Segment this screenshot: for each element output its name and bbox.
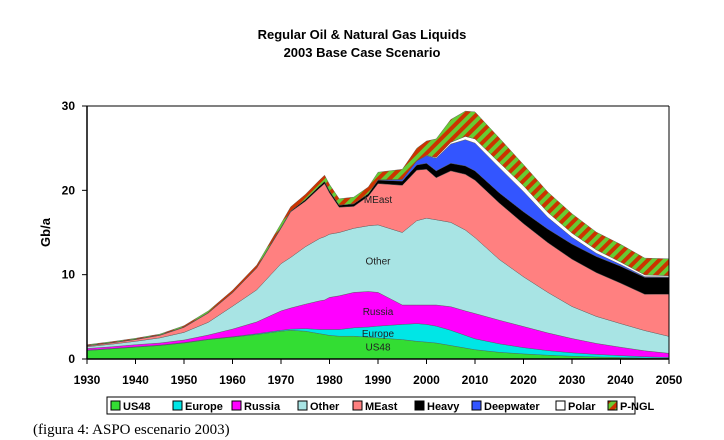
x-tick-label: 1940 — [122, 373, 149, 387]
legend-item-p-ngl: P-NGL — [607, 400, 655, 413]
x-tick-label: 1970 — [268, 373, 295, 387]
x-tick-label: 2030 — [559, 373, 586, 387]
legend-swatch — [555, 400, 566, 411]
x-tick-label: 2040 — [607, 373, 634, 387]
legend-item-other: Other — [297, 400, 340, 413]
legend-item-russia: Russia — [231, 400, 281, 413]
y-tick-label: 10 — [62, 268, 76, 282]
x-tick-label: 2010 — [462, 373, 489, 387]
legend-item-deepwater: Deepwater — [471, 400, 540, 413]
annotation-us48: US48 — [365, 343, 390, 354]
annotation-russia: Russia — [363, 307, 394, 318]
legend-item-heavy: Heavy — [414, 400, 460, 413]
x-tick-label: 1960 — [219, 373, 246, 387]
x-tick-label: 2020 — [510, 373, 537, 387]
legend-swatch — [231, 400, 242, 411]
chart-subtitle: 2003 Base Case Scenario — [283, 45, 441, 60]
x-tick-label: 1990 — [365, 373, 392, 387]
x-tick-label: 1950 — [171, 373, 198, 387]
legend-swatch — [607, 400, 618, 411]
figure-caption: (figura 4: ASPO escenario 2003) — [33, 422, 230, 438]
legend-swatch — [414, 400, 425, 411]
chart-title: Regular Oil & Natural Gas Liquids — [257, 27, 467, 42]
y-axis-label: Gb/a — [38, 217, 53, 247]
legend-label: US48 — [123, 401, 151, 413]
legend-swatch — [471, 400, 482, 411]
legend-swatch — [352, 400, 363, 411]
y-tick-label: 30 — [62, 99, 76, 113]
legend-label: P-NGL — [620, 401, 655, 413]
legend-label: Heavy — [427, 401, 460, 413]
annotation-europe: Europe — [362, 329, 395, 340]
legend-label: Other — [310, 401, 340, 413]
x-tick-label: 2000 — [413, 373, 440, 387]
legend-label: Russia — [244, 401, 281, 413]
annotation-other: Other — [365, 257, 391, 268]
legend-item-meast: MEast — [352, 400, 398, 413]
legend-label: Polar — [568, 401, 596, 413]
legend-item-us48: US48 — [110, 400, 151, 413]
x-tick-label: 1980 — [316, 373, 343, 387]
y-tick-label: 0 — [68, 352, 75, 366]
y-tick-label: 20 — [62, 183, 76, 197]
legend-swatch — [297, 400, 308, 411]
legend-swatch — [110, 400, 121, 411]
annotation-meast: MEast — [364, 195, 393, 206]
legend-label: Europe — [185, 401, 223, 413]
legend-swatch — [172, 400, 183, 411]
legend-label: Deepwater — [484, 401, 540, 413]
x-tick-label: 1930 — [74, 373, 101, 387]
legend-label: MEast — [365, 401, 398, 413]
x-tick-label: 2050 — [656, 373, 683, 387]
legend-item-polar: Polar — [555, 400, 596, 413]
legend-item-europe: Europe — [172, 400, 223, 413]
